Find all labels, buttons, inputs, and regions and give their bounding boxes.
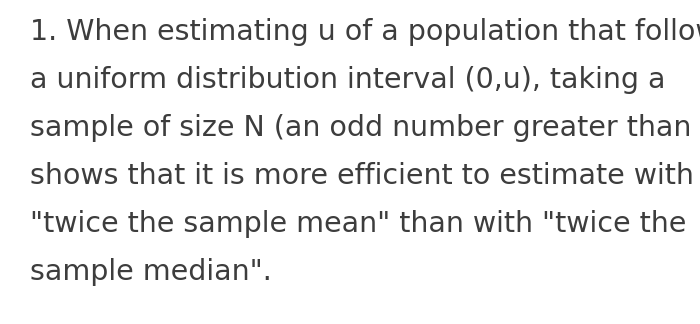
Text: a uniform distribution interval (0,u), taking a: a uniform distribution interval (0,u), t… xyxy=(30,66,666,94)
Text: 1. When estimating u of a population that follows: 1. When estimating u of a population tha… xyxy=(30,18,700,46)
Text: sample of size N (an odd number greater than 1): sample of size N (an odd number greater … xyxy=(30,114,700,142)
Text: "twice the sample mean" than with "twice the: "twice the sample mean" than with "twice… xyxy=(30,210,687,238)
Text: sample median".: sample median". xyxy=(30,258,272,286)
Text: shows that it is more efficient to estimate with: shows that it is more efficient to estim… xyxy=(30,162,694,190)
